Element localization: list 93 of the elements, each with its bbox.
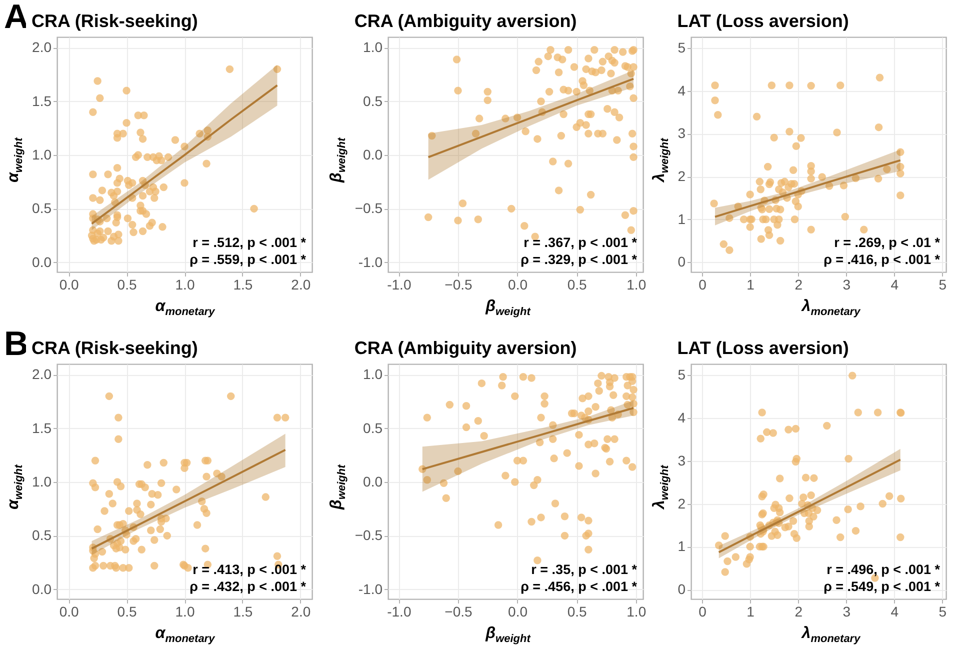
- x-tick-label: 0: [698, 276, 707, 292]
- y-tick-label: 0.0: [363, 146, 383, 163]
- y-tick-label: 0: [678, 254, 686, 270]
- y-tick-label: 1.0: [32, 474, 52, 490]
- y-tick-label: 0.0: [32, 580, 52, 597]
- x-tick-label: 0.0: [59, 604, 80, 620]
- y-tick-label: 0.5: [32, 527, 52, 544]
- x-tick-label: 1: [746, 604, 755, 620]
- x-axis-title: λ$_{monetary}$: [800, 298, 862, 318]
- y-tick-label: 1.5: [32, 420, 52, 436]
- y-tick-label: −0.5: [354, 200, 383, 216]
- y-tick-label: 3: [678, 452, 686, 468]
- annotation: r = .512, p < .001 *: [192, 235, 307, 250]
- x-tick-label: 1.0: [626, 276, 646, 292]
- x-tick-label: 1: [746, 276, 755, 292]
- x-tick-label: 2: [794, 604, 803, 620]
- x-tick-label: 1.0: [175, 276, 195, 292]
- annotation: ρ = .456, p < .001 *: [520, 579, 638, 594]
- y-tick-label: 1.5: [32, 92, 52, 109]
- annotation: ρ = .432, p < .001 *: [190, 579, 307, 594]
- x-tick-label: 2: [794, 276, 803, 292]
- line-series: [427, 78, 635, 158]
- x-tick-label: 1.0: [626, 604, 646, 620]
- text: B: [4, 325, 29, 364]
- chart-title: CRA (Risk-seeking): [32, 11, 198, 31]
- x-axis-title: α$_{monetary}$: [154, 298, 216, 318]
- x-tick-label: 0.0: [508, 276, 528, 292]
- x-tick-label: 0.5: [567, 276, 588, 292]
- x-tick-label: 0.0: [508, 604, 528, 620]
- y-tick-label: 1: [678, 210, 686, 227]
- annotation: ρ = .559, p < .001 *: [190, 252, 307, 267]
- line-series: [714, 159, 902, 218]
- x-tick-label: −0.5: [444, 276, 473, 292]
- x-tick-label: 5: [938, 276, 947, 292]
- chart-title: CRA (Ambiguity aversion): [354, 338, 577, 358]
- x-axis-title: β$_{weight}$: [484, 625, 532, 646]
- x-axis-title: α$_{monetary}$: [154, 625, 216, 646]
- x-tick-label: 3: [842, 276, 851, 292]
- y-tick-label: 2: [678, 495, 686, 512]
- y-tick-label: 2.0: [32, 39, 52, 56]
- x-axis-title: λ$_{monetary}$: [800, 625, 862, 646]
- text: A: [4, 0, 29, 37]
- annotation: ρ = .549, p < .001 *: [824, 579, 941, 594]
- annotation: r = .269, p < .01 *: [834, 235, 941, 250]
- x-tick-label: 5: [938, 604, 947, 620]
- y-tick-label: 0.5: [363, 92, 383, 109]
- x-tick-label: 0: [698, 604, 707, 620]
- y-tick-label: 4: [678, 410, 686, 426]
- chart-title: CRA (Risk-seeking): [32, 338, 198, 358]
- x-tick-label: 1.5: [233, 604, 253, 620]
- y-tick-label: 0: [678, 581, 686, 598]
- x-axis-title: β$_{weight}$: [484, 298, 532, 318]
- x-tick-label: −0.5: [444, 604, 473, 620]
- x-tick-label: 0.5: [567, 604, 588, 620]
- x-tick-label: 1.5: [233, 276, 253, 292]
- annotation: ρ = .329, p < .001 *: [520, 252, 638, 267]
- annotation: r = .35, p < .001 *: [531, 562, 638, 577]
- chart-title: LAT (Loss aversion): [677, 338, 849, 358]
- y-tick-label: 2.0: [32, 366, 52, 382]
- y-tick-label: 0.5: [32, 200, 52, 216]
- y-tick-label: 5: [678, 40, 686, 56]
- y-tick-label: 1.0: [363, 366, 383, 382]
- y-tick-label: 1.0: [363, 39, 383, 56]
- x-tick-label: 4: [890, 604, 899, 620]
- x-tick-label: 0.5: [117, 276, 137, 292]
- y-tick-label: 1: [678, 538, 686, 554]
- annotation: r = .496, p < .001 *: [826, 562, 941, 577]
- y-tick-label: 1.0: [32, 146, 52, 163]
- y-tick-label: 2: [678, 168, 686, 184]
- x-tick-label: 0.0: [59, 276, 80, 292]
- annotation: r = .413, p < .001 *: [192, 562, 307, 577]
- x-tick-label: -1.0: [387, 276, 412, 292]
- chart-title: LAT (Loss aversion): [677, 11, 849, 31]
- y-tick-label: -1.0: [358, 580, 383, 597]
- x-tick-label: 2.0: [291, 604, 311, 620]
- y-tick-label: 0.0: [363, 474, 383, 490]
- y-tick-label: 4: [678, 82, 686, 98]
- annotation: r = .367, p < .001 *: [524, 235, 638, 250]
- x-tick-label: 2.0: [291, 276, 311, 292]
- x-tick-label: 3: [842, 604, 851, 620]
- y-tick-label: −0.5: [354, 527, 383, 544]
- x-tick-label: 0.5: [117, 604, 137, 620]
- chart-title: CRA (Ambiguity aversion): [354, 11, 577, 31]
- x-tick-label: 4: [890, 276, 899, 292]
- y-tick-label: 0.5: [363, 420, 383, 436]
- y-tick-label: 5: [678, 366, 686, 383]
- x-tick-label: 1.0: [175, 604, 195, 620]
- x-tick-label: -1.0: [387, 604, 412, 620]
- line-series: [90, 84, 278, 225]
- y-tick-label: -1.0: [358, 254, 383, 270]
- y-tick-label: 0.0: [32, 254, 52, 270]
- annotation: ρ = .416, p < .001 *: [824, 252, 941, 267]
- y-tick-label: 3: [678, 125, 686, 142]
